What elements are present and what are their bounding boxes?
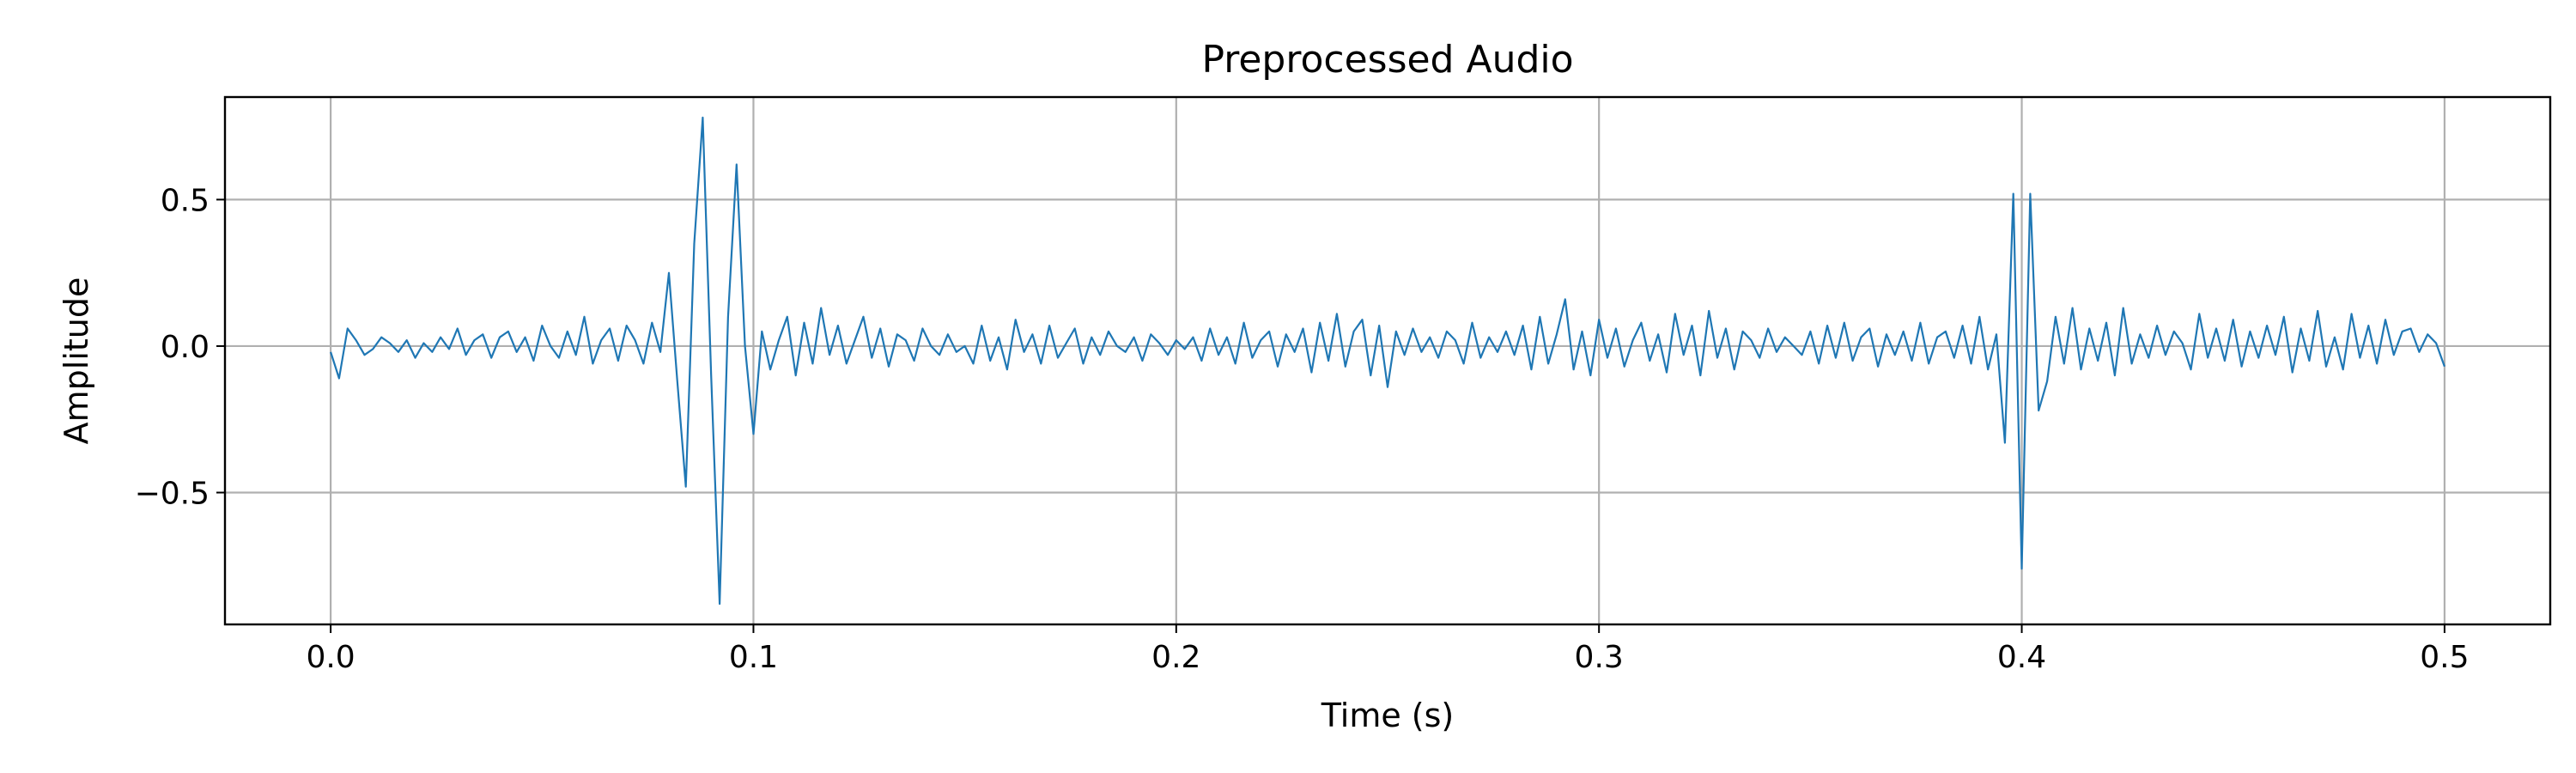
x-tick-label: 0.4 — [1997, 640, 2046, 675]
series-layer — [330, 116, 2445, 606]
x-tick-label: 0.2 — [1151, 640, 1200, 675]
x-tick-label: 0.1 — [729, 640, 778, 675]
x-axis-ticks: 0.0 0.1 0.2 0.3 0.4 0.5 — [306, 624, 2470, 675]
plot-frame — [223, 95, 2552, 626]
y-tick-label: −0.5 — [135, 477, 210, 512]
y-axis-ticks: −0.5 0.0 0.5 — [135, 183, 225, 512]
series-line-audio — [330, 116, 2445, 606]
grid-layer — [225, 97, 2550, 624]
x-tick-label: 0.3 — [1575, 640, 1624, 675]
y-tick-label: 0.5 — [161, 183, 210, 218]
y-axis-label: Amplitude — [58, 277, 95, 445]
x-tick-label: 0.5 — [2420, 640, 2469, 675]
x-axis-label: Time (s) — [1321, 697, 1455, 734]
y-tick-label: 0.0 — [161, 330, 210, 365]
x-tick-label: 0.0 — [306, 640, 355, 675]
chart-title: Preprocessed Audio — [1201, 38, 1573, 82]
